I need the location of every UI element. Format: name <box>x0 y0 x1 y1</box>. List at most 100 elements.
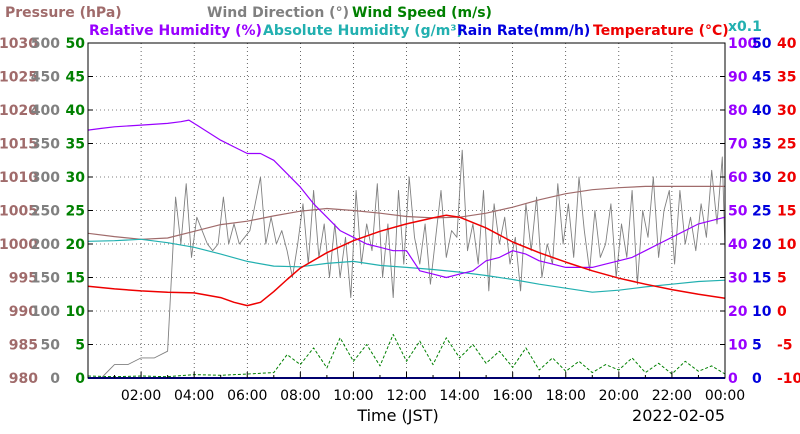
left-axes: 9809859909951000100510101015102010251030… <box>0 36 93 387</box>
tick-wind-speed: 45 <box>66 70 85 86</box>
tick-temperature: 10 <box>777 237 797 253</box>
tick-rain-rate: 5 <box>752 338 762 354</box>
tick-wind-direction: 50 <box>41 338 61 354</box>
tick-wind-direction: 250 <box>31 204 60 220</box>
x-tick-label: 12:00 <box>386 388 426 404</box>
tick-wind-direction: 500 <box>31 36 60 52</box>
tick-pressure: 995 <box>9 271 38 287</box>
tick-relative-humidity: 100 <box>728 36 757 52</box>
tick-wind-direction: 100 <box>31 304 60 320</box>
tick-relative-humidity: 0 <box>728 371 738 387</box>
tick-temperature: 20 <box>777 170 797 186</box>
x-tick-label: 08:00 <box>280 388 320 404</box>
tick-temperature: 25 <box>777 137 796 153</box>
tick-pressure: 1000 <box>0 237 38 253</box>
tick-pressure: 1010 <box>0 170 38 186</box>
tick-wind-speed: 50 <box>66 36 86 52</box>
x-tick-label: 02:00 <box>121 388 161 404</box>
tick-wind-direction: 150 <box>31 271 60 287</box>
tick-relative-humidity: 60 <box>728 170 748 186</box>
tick-wind-direction: 0 <box>50 371 60 387</box>
tick-wind-speed: 35 <box>66 137 85 153</box>
x-axis-label: Time (JST) <box>356 406 438 425</box>
tick-wind-speed: 40 <box>66 103 86 119</box>
title-row-bottom: Relative Humidity (%) Absolute Humidity (… <box>89 19 762 39</box>
tick-rain-rate: 25 <box>752 204 771 220</box>
tick-wind-speed: 10 <box>66 304 86 320</box>
tick-wind-speed: 30 <box>66 170 86 186</box>
series-temperature <box>87 214 726 307</box>
tick-wind-direction: 400 <box>31 103 60 119</box>
tick-wind-direction: 450 <box>31 70 60 86</box>
tick-wind-speed: 20 <box>66 237 86 253</box>
tick-rain-rate: 45 <box>752 70 771 86</box>
series-absolute-humidity <box>87 238 726 293</box>
title-temperature-c: Temperature (°C) <box>593 23 729 39</box>
x-tick-label: 18:00 <box>546 388 586 404</box>
tick-pressure: 985 <box>9 338 38 354</box>
tick-temperature: 5 <box>777 271 787 287</box>
title-wind-speed-m-s: Wind Speed (m/s) <box>352 5 492 21</box>
tick-pressure: 990 <box>9 304 38 320</box>
rain-scale-note: x0.1 <box>728 19 762 35</box>
tick-rain-rate: 20 <box>752 237 772 253</box>
tick-rain-rate: 0 <box>752 371 762 387</box>
title-row-top: Pressure (hPa) Wind Direction (°) Wind Spe… <box>5 5 492 21</box>
tick-wind-speed: 5 <box>75 338 85 354</box>
tick-temperature: -5 <box>777 338 793 354</box>
tick-relative-humidity: 40 <box>728 237 748 253</box>
tick-relative-humidity: 70 <box>728 137 748 153</box>
x-axis: 02:00 04:00 06:00 08:00 10:00 12:00 14:00 16:00… <box>114 372 745 404</box>
tick-rain-rate: 50 <box>752 36 772 52</box>
x-tick-label: 20:00 <box>599 388 639 404</box>
x-tick-label: 06:00 <box>227 388 267 404</box>
tick-rain-rate: 10 <box>752 304 772 320</box>
tick-temperature: 40 <box>777 36 797 52</box>
tick-relative-humidity: 50 <box>728 204 748 220</box>
tick-pressure: 1005 <box>0 204 38 220</box>
x-tick-label: 22:00 <box>652 388 692 404</box>
title-rain-rate-mm-h: Rain Rate(mm/h) <box>457 23 590 39</box>
tick-rain-rate: 35 <box>752 137 771 153</box>
tick-wind-speed: 15 <box>66 271 85 287</box>
tick-rain-rate: 40 <box>752 103 772 119</box>
tick-pressure: 1030 <box>0 36 38 52</box>
x-tick-label: 04:00 <box>174 388 214 404</box>
tick-wind-speed: 0 <box>75 371 85 387</box>
title-pressure-hpa: Pressure (hPa) <box>5 5 122 21</box>
x-tick-label: 14:00 <box>439 388 479 404</box>
tick-temperature: 15 <box>777 204 796 220</box>
tick-relative-humidity: 80 <box>728 103 748 119</box>
tick-rain-rate: 15 <box>752 271 771 287</box>
series-wind-direction <box>88 149 726 379</box>
tick-wind-direction: 350 <box>31 137 60 153</box>
series-relative-humidity <box>87 119 726 279</box>
tick-temperature: 0 <box>777 304 787 320</box>
tick-relative-humidity: 30 <box>728 271 748 287</box>
tick-temperature: -10 <box>777 371 800 387</box>
tick-relative-humidity: 20 <box>728 304 748 320</box>
tick-rain-rate: 30 <box>752 170 772 186</box>
series-pressure <box>87 185 725 240</box>
tick-temperature: 30 <box>777 103 797 119</box>
x-tick-label: 10:00 <box>333 388 373 404</box>
tick-relative-humidity: 90 <box>728 70 748 86</box>
tick-pressure: 1015 <box>0 137 38 153</box>
tick-wind-speed: 25 <box>66 204 85 220</box>
date-label: 2022-02-05 <box>632 406 725 425</box>
x-tick-label: 00:00 <box>705 388 745 404</box>
tick-wind-direction: 200 <box>31 237 60 253</box>
title-absolute-humidity-g-m: Absolute Humidity (g/m³) <box>263 23 463 39</box>
tick-pressure: 1020 <box>0 103 38 119</box>
tick-relative-humidity: 10 <box>728 338 748 354</box>
title-relative-humidity: Relative Humidity (%) <box>89 23 262 39</box>
tick-wind-direction: 300 <box>31 170 60 186</box>
title-wind-direction: Wind Direction (°) <box>207 5 349 21</box>
series-wind-speed <box>87 333 726 378</box>
tick-temperature: 35 <box>777 70 796 86</box>
right-axes: 0102030405060708090100051015202530354045… <box>720 36 800 387</box>
tick-pressure: 1025 <box>0 70 38 86</box>
tick-pressure: 980 <box>9 371 38 387</box>
x-tick-label: 16:00 <box>492 388 532 404</box>
